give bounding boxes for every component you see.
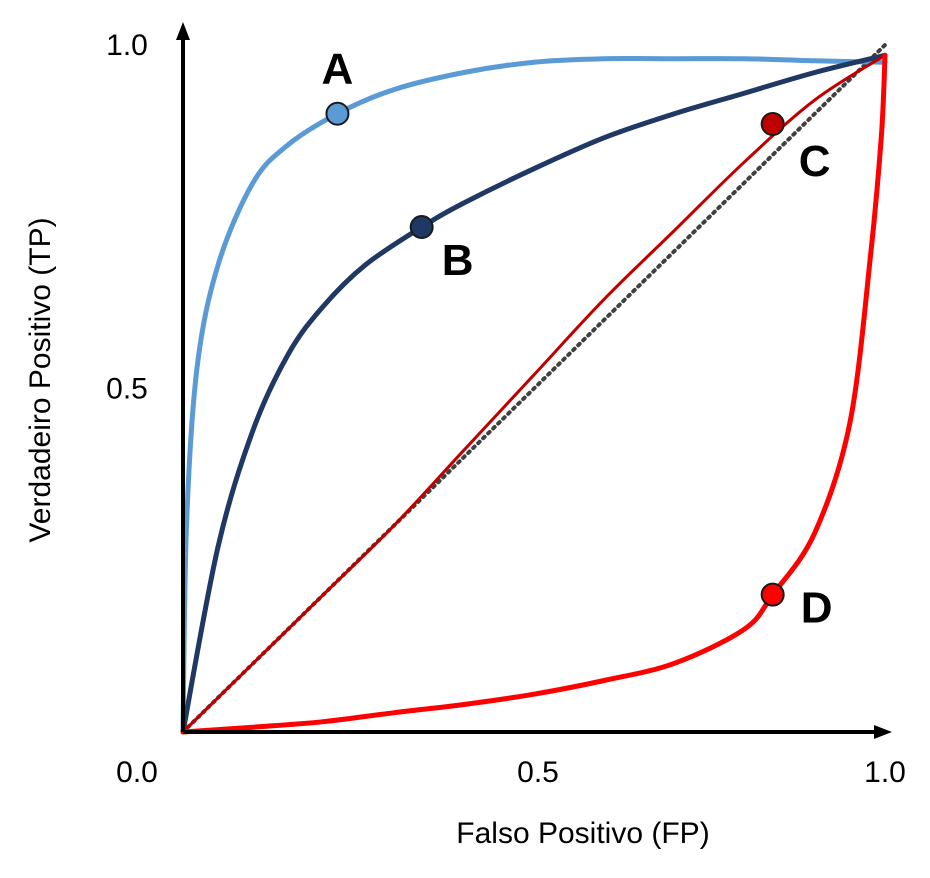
x-tick-label: 0.5	[517, 756, 559, 789]
labels-layer: Falso Positivo (FP) Verdadeiro Positivo …	[24, 29, 906, 850]
point-c-label: C	[799, 137, 831, 186]
curves-layer	[180, 43, 888, 735]
point-a-label: A	[322, 45, 354, 94]
point-c-marker	[760, 112, 785, 137]
x-tick-label: 1.0	[864, 756, 906, 789]
point-b-marker	[409, 215, 434, 240]
markers-layer	[325, 101, 785, 607]
curve-c	[181, 53, 887, 734]
y-axis-arrow	[176, 22, 190, 40]
point-d-label: D	[801, 584, 833, 633]
point-a-marker	[325, 101, 350, 126]
point-d-marker	[760, 582, 785, 607]
y-tick-label: 1.0	[106, 29, 148, 62]
curve-a	[180, 55, 888, 735]
axes-layer	[176, 22, 892, 739]
x-axis-label: Falso Positivo (FP)	[456, 817, 709, 850]
x-tick-label: 0.0	[116, 756, 158, 789]
y-tick-label: 0.5	[106, 373, 148, 406]
y-axis-label: Verdadeiro Positivo (TP)	[24, 217, 57, 542]
point-b-label: B	[442, 236, 474, 285]
curve-d	[180, 52, 888, 735]
x-axis-arrow	[874, 725, 892, 739]
